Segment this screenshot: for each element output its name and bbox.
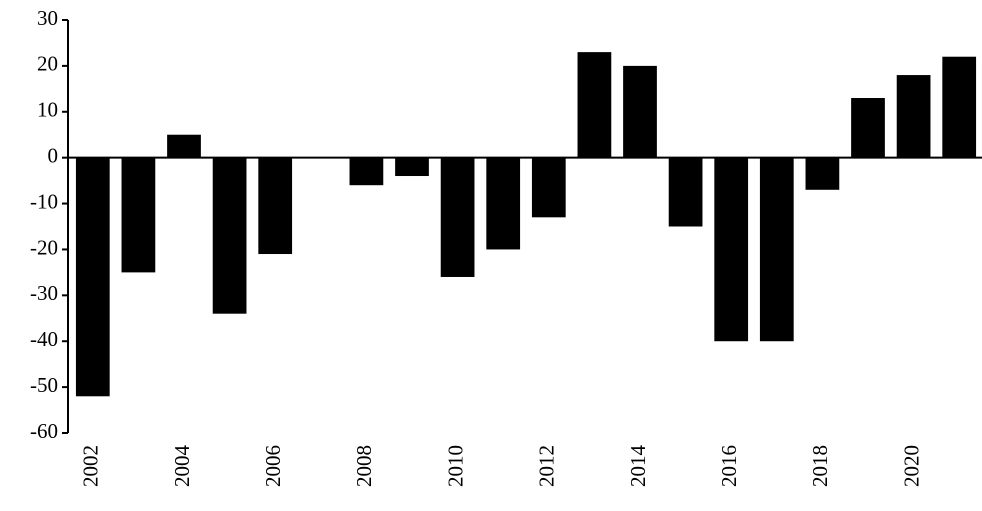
bar <box>395 157 429 177</box>
y-tick-label: -40 <box>30 327 58 351</box>
bar <box>942 56 977 158</box>
bar <box>577 52 612 158</box>
x-tick-label: 2012 <box>535 445 559 487</box>
bar <box>668 157 703 227</box>
x-tick-label: 2008 <box>352 445 376 487</box>
y-tick-label: -60 <box>30 419 58 443</box>
bar <box>759 157 794 342</box>
x-tick-label: 2002 <box>79 445 103 487</box>
bar <box>486 157 521 250</box>
bar <box>714 157 749 342</box>
bar <box>851 98 885 158</box>
x-tick-label: 2018 <box>808 445 832 487</box>
y-tick-label: 20 <box>37 52 58 76</box>
y-tick-label: -50 <box>30 373 58 397</box>
x-tick-label: 2006 <box>261 445 285 487</box>
bar <box>531 157 566 218</box>
x-tick-label: 2004 <box>170 445 194 488</box>
y-tick-label: 0 <box>48 143 59 167</box>
y-tick-label: -20 <box>30 235 58 259</box>
bar <box>167 134 201 158</box>
x-tick-label: 2014 <box>626 445 650 488</box>
x-tick-label: 2020 <box>899 445 923 487</box>
y-tick-label: -30 <box>30 281 58 305</box>
bar <box>440 157 475 277</box>
bar <box>896 75 931 158</box>
bar <box>121 157 156 273</box>
x-tick-label: 2010 <box>443 445 467 487</box>
y-tick-label: 30 <box>37 6 58 30</box>
bar <box>258 157 293 255</box>
y-tick-label: 10 <box>37 98 58 122</box>
x-tick-label: 2016 <box>717 445 741 487</box>
bar <box>349 157 384 186</box>
bar <box>623 65 657 158</box>
y-tick-label: -10 <box>30 189 58 213</box>
bar <box>75 157 110 397</box>
bar <box>805 157 840 190</box>
bar <box>212 157 247 314</box>
